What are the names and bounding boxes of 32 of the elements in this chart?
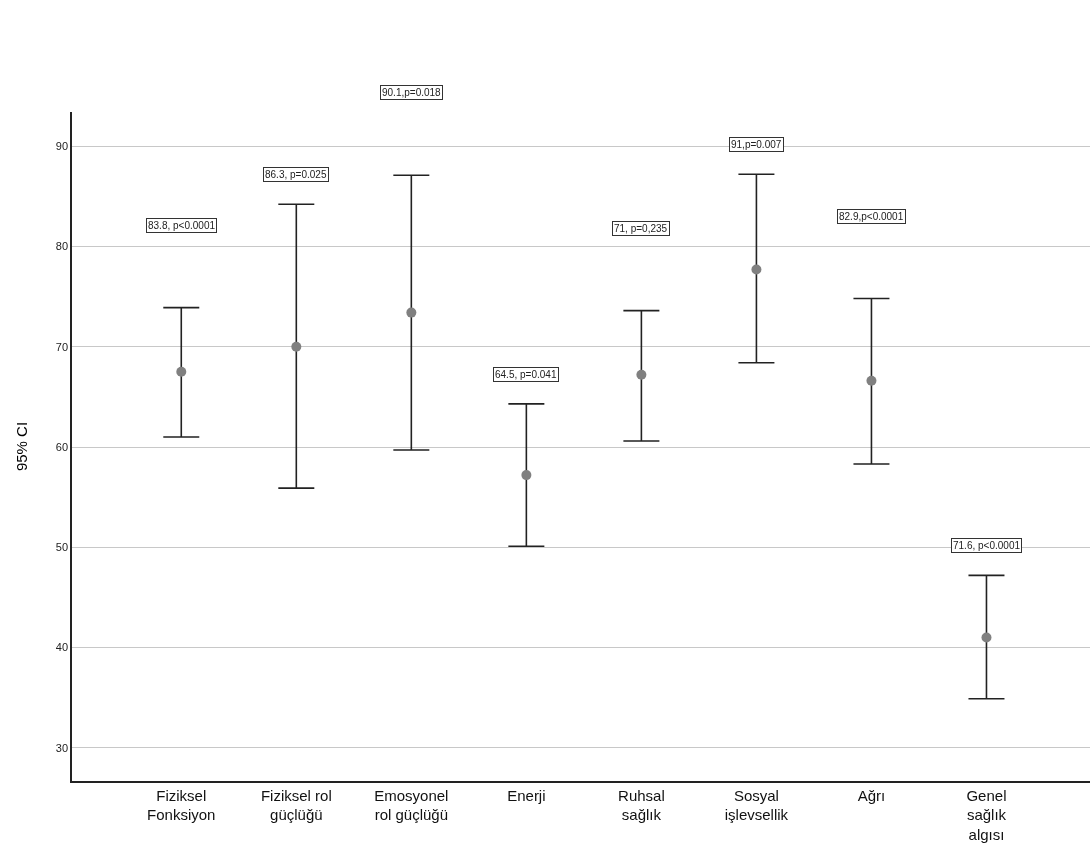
annotation: 64.5, p=0.041 [495, 369, 557, 380]
point [866, 375, 877, 386]
x-tick-label: Ruhsal sağlık [618, 786, 665, 824]
point [636, 369, 647, 380]
text: 90.1,p=0.018 [382, 87, 442, 98]
point [406, 307, 417, 318]
y-tick-label: 90 [55, 139, 69, 152]
annotation: 71, p=0,235 [614, 223, 668, 234]
annotation: 86.3, p=0.025 [265, 169, 327, 180]
y-axis-title: 95% CI [12, 421, 30, 472]
point [521, 470, 532, 481]
x-tick-label: Fiziksel rol güçlüğü [260, 786, 332, 824]
annotation: 82.9,p<0.0001 [839, 211, 904, 222]
point [751, 264, 762, 275]
y-tick-label: 50 [55, 541, 69, 554]
x-tick-label: Emosyonel rol güçlüğü [374, 786, 449, 824]
x-tick-label: Fiziksel Fonksiyon [147, 786, 216, 824]
point [981, 632, 992, 643]
annotation: 71.6, p<0.0001 [953, 540, 1021, 551]
x-tick-label: Genel sağlık algısı [966, 786, 1007, 843]
y-tick-label: 40 [55, 641, 69, 654]
y-tick-label: 80 [55, 240, 69, 253]
y-tick-label: 60 [55, 440, 69, 453]
y-tick-label: 30 [55, 741, 69, 754]
point [176, 366, 187, 377]
point [291, 341, 302, 352]
x-tick-label: Ağrı [857, 786, 886, 804]
annotation: 91,p=0.007 [731, 139, 782, 150]
x-tick-label: Sosyal işlevsellik [724, 786, 789, 824]
annotation: 83.8, p<0.0001 [148, 220, 216, 231]
x-tick-label: Enerji [507, 786, 546, 804]
y-tick-label: 70 [55, 340, 69, 353]
